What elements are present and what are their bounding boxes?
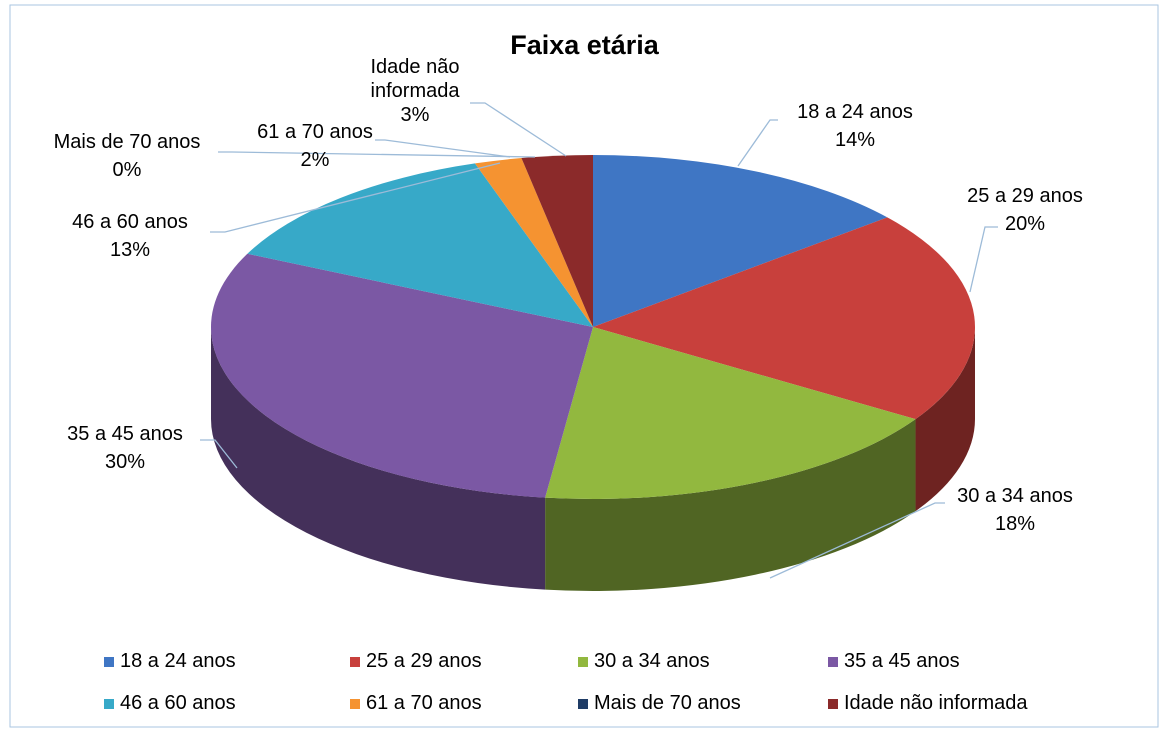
data-label-value: 0% [112, 159, 142, 181]
data-label-value: 20% [1004, 213, 1046, 235]
legend-item: 35 a 45 anos [828, 650, 960, 673]
legend-label: 46 a 60 anos [120, 692, 236, 714]
data-label: Idade não informada 3% [355, 55, 475, 127]
data-label-value: 18% [994, 513, 1036, 535]
legend-item: Idade não informada [828, 692, 1027, 715]
data-label: 18 a 24 anos 14% [745, 98, 965, 154]
data-label-value: 30% [104, 451, 146, 473]
leader-line [218, 151, 536, 158]
leader-line [210, 162, 501, 233]
data-label: 46 a 60 anos 13% [20, 208, 240, 264]
legend-swatch [350, 698, 360, 709]
slice-side [211, 327, 546, 590]
data-label-category: 25 a 29 anos [967, 185, 1083, 207]
data-label: 25 a 29 anos 20% [915, 182, 1135, 238]
legend-swatch [104, 656, 114, 667]
chart-title: Faixa etária [510, 30, 659, 60]
data-label-value: 14% [834, 129, 876, 151]
leader-line [470, 102, 567, 157]
leader-line [737, 119, 778, 167]
legend-swatch [828, 656, 838, 667]
legend-swatch [578, 698, 588, 709]
legend-item: Mais de 70 anos [578, 692, 741, 715]
data-label-category: 18 a 24 anos [797, 101, 913, 123]
legend-item: 61 a 70 anos [350, 692, 482, 715]
legend-label: 30 a 34 anos [594, 650, 710, 672]
data-label-category: 61 a 70 anos [257, 121, 373, 143]
legend-label: 18 a 24 anos [120, 650, 236, 672]
data-label-category: Idade não informada [370, 56, 460, 102]
data-label-value: 13% [109, 239, 151, 261]
data-label-value: 3% [400, 104, 430, 126]
data-label: 30 a 34 anos 18% [905, 482, 1125, 538]
data-label-category: Mais de 70 anos [53, 131, 201, 153]
legend-item: 25 a 29 anos [350, 650, 482, 673]
legend-label: 25 a 29 anos [366, 650, 482, 672]
data-label-value: 2% [300, 149, 330, 171]
data-label-category: 30 a 34 anos [957, 485, 1073, 507]
leader-line [769, 502, 945, 579]
slice [521, 155, 593, 327]
legend-item: 46 a 60 anos [104, 692, 236, 715]
slice [474, 158, 593, 327]
legend-item: 18 a 24 anos [104, 650, 236, 673]
leader-line [200, 439, 238, 469]
legend-swatch [104, 698, 114, 709]
legend-swatch [578, 656, 588, 667]
legend-swatch [828, 698, 838, 709]
leader-line [375, 139, 511, 158]
data-label: 35 a 45 anos 30% [15, 420, 235, 476]
slice [211, 253, 593, 498]
leader-line [969, 226, 998, 293]
slice [593, 217, 975, 420]
data-label-category: 35 a 45 anos [67, 423, 183, 445]
data-label: 61 a 70 anos 2% [205, 118, 425, 174]
legend-item: 30 a 34 anos [578, 650, 710, 673]
data-label: Mais de 70 anos 0% [17, 128, 237, 184]
slice-side [545, 419, 916, 591]
legend-label: Idade não informada [844, 692, 1028, 714]
slice [545, 327, 916, 499]
legend-label: Mais de 70 anos [594, 692, 741, 714]
slice [593, 155, 888, 327]
legend-label: 61 a 70 anos [366, 692, 482, 714]
legend-swatch [350, 656, 360, 667]
legend-label: 35 a 45 anos [844, 650, 960, 672]
data-label-category: 46 a 60 anos [72, 211, 188, 233]
slice-side [915, 327, 975, 512]
